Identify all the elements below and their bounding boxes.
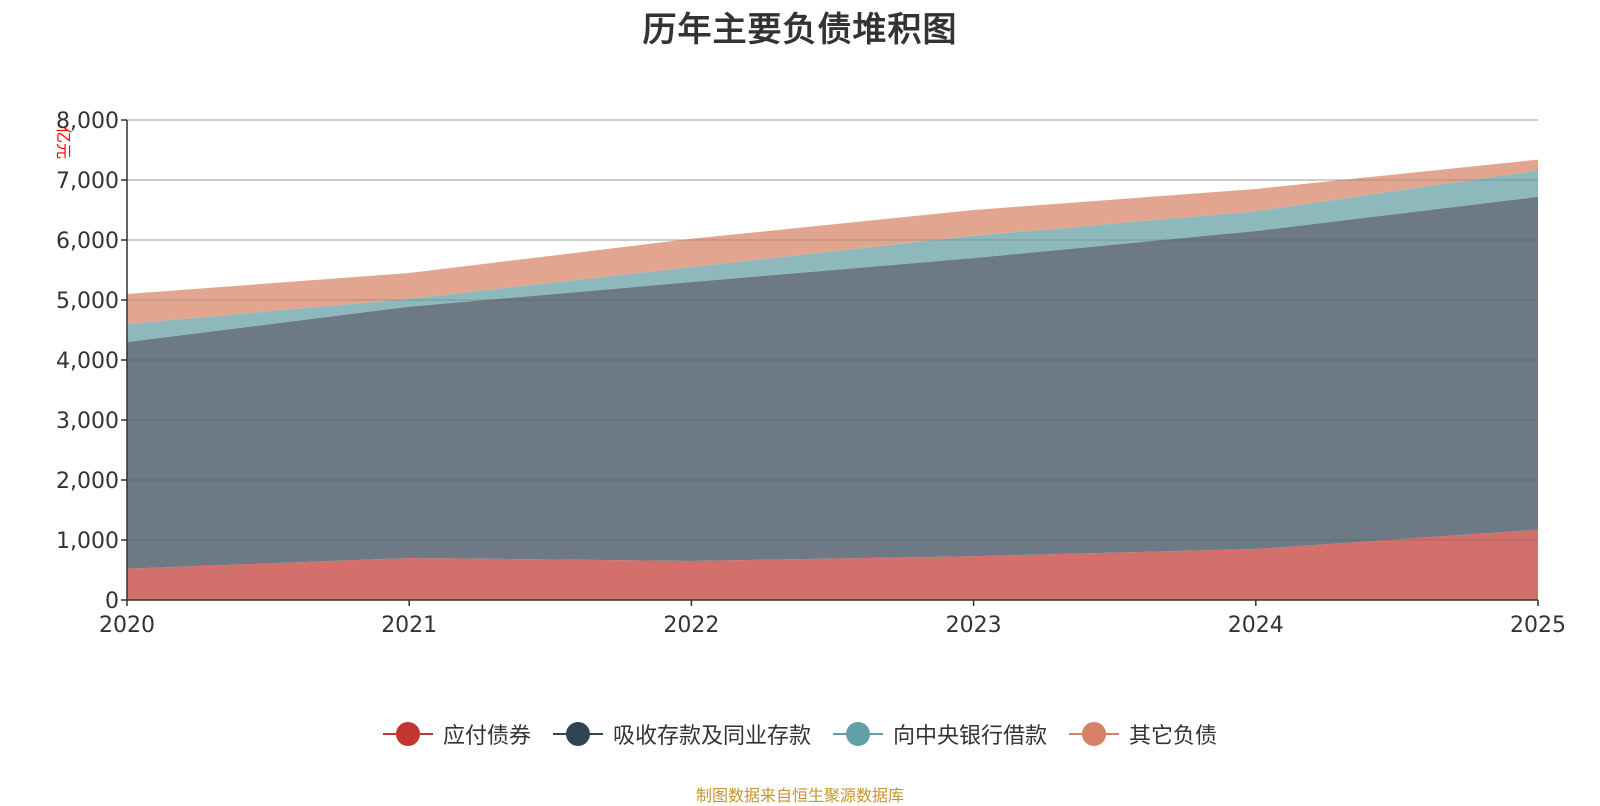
x-tick-label: 2022 bbox=[663, 613, 719, 638]
x-tick-label: 2025 bbox=[1510, 613, 1566, 638]
y-tick-label: 5,000 bbox=[56, 289, 119, 314]
area-series-4 bbox=[127, 159, 1538, 324]
y-tick-label: 7,000 bbox=[56, 169, 119, 194]
legend-label: 向中央银行借款 bbox=[893, 724, 1048, 749]
x-tick-label: 2020 bbox=[99, 613, 155, 638]
y-tick-label: 2,000 bbox=[56, 469, 119, 494]
area-series-1 bbox=[127, 529, 1538, 600]
y-axis-unit-label: 亿元 bbox=[54, 127, 73, 159]
legend-label: 吸收存款及同业存款 bbox=[612, 724, 811, 749]
y-tick-label: 6,000 bbox=[56, 229, 119, 254]
legend-marker-icon bbox=[833, 721, 883, 747]
legend-item-4[interactable]: 其它负债 bbox=[1069, 718, 1217, 750]
legend-item-1[interactable]: 应付债券 bbox=[382, 718, 531, 750]
x-tick-label: 2024 bbox=[1228, 613, 1284, 638]
chart-title: 历年主要负债堆积图 bbox=[642, 10, 958, 50]
legend-item-2[interactable]: 吸收存款及同业存款 bbox=[552, 718, 811, 750]
legend-marker-icon bbox=[552, 721, 603, 747]
legend-marker-icon bbox=[382, 721, 433, 747]
axis-layer: 0 1,000 2,000 3,000 4,000 5,000 6,000 7,000 8,00… bbox=[56, 109, 1566, 638]
area-series-3 bbox=[127, 170, 1538, 342]
y-tick-label: 1,000 bbox=[56, 529, 119, 554]
x-tick-label: 2023 bbox=[946, 613, 1002, 638]
legend-label: 应付债券 bbox=[442, 724, 531, 749]
area-series-2 bbox=[127, 196, 1538, 569]
legend-marker-icon bbox=[1069, 721, 1120, 747]
legend-item-3[interactable]: 向中央银行借款 bbox=[833, 718, 1047, 750]
area-layer bbox=[127, 119, 1538, 600]
source-note: 制图数据来自恒生聚源数据库 bbox=[695, 786, 904, 805]
legend: 应付债券 吸收存款及同业存款 向中央银行借款 其它负债 bbox=[0, 718, 1600, 750]
y-tick-label: 0 bbox=[105, 589, 119, 614]
y-tick-label: 8,000 bbox=[56, 109, 119, 134]
y-tick-label: 3,000 bbox=[56, 409, 119, 434]
x-tick-label: 2021 bbox=[381, 613, 437, 638]
legend-label: 其它负债 bbox=[1129, 724, 1218, 749]
y-tick-label: 4,000 bbox=[56, 349, 119, 374]
